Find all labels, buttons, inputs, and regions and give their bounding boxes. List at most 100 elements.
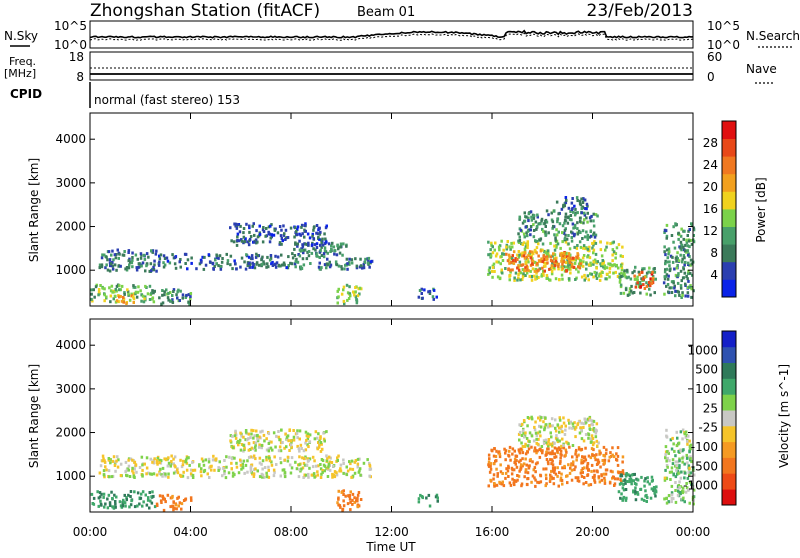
data-cell (677, 231, 680, 235)
data-cell (495, 260, 498, 264)
colorbar-tick-label: 500 (695, 363, 718, 377)
data-cell (527, 464, 531, 468)
data-cell (231, 267, 234, 271)
data-cell (559, 452, 562, 456)
data-cell (103, 459, 106, 463)
data-cell (668, 269, 672, 273)
data-cell (576, 252, 579, 256)
data-cell (151, 297, 154, 301)
data-cell (536, 442, 540, 446)
data-cell (103, 287, 106, 291)
data-cell (558, 471, 561, 475)
data-cell (574, 476, 578, 480)
nsearch-bottom-tick: 10^0 (707, 38, 740, 52)
data-cell (523, 247, 527, 251)
data-cell (127, 468, 130, 472)
data-cell (286, 266, 290, 270)
data-cell (255, 229, 258, 233)
data-cell (667, 247, 671, 251)
data-cell (493, 248, 496, 252)
data-cell (595, 266, 598, 270)
data-cell (100, 256, 104, 260)
colorbar-swatch (722, 425, 736, 443)
data-cell (208, 476, 211, 479)
colorbar-swatch (722, 279, 736, 298)
data-cell (240, 238, 243, 242)
data-cell (529, 210, 533, 214)
data-cell (665, 434, 668, 438)
data-cell (536, 213, 539, 217)
data-cell (570, 201, 574, 205)
data-cell (238, 230, 242, 234)
data-cell (522, 419, 526, 422)
data-cell (603, 476, 606, 480)
data-cell (320, 458, 324, 461)
data-cell (487, 460, 491, 464)
data-cell (100, 263, 104, 267)
data-cell (653, 291, 656, 295)
data-cell (278, 264, 281, 268)
data-cell (128, 505, 131, 509)
data-cell (504, 451, 507, 455)
data-cell (487, 240, 490, 244)
data-cell (555, 228, 558, 232)
data-cell (267, 475, 271, 479)
data-cell (534, 267, 537, 271)
data-cell (309, 262, 312, 265)
data-cell (692, 240, 696, 244)
data-cell (583, 417, 586, 421)
data-cell (535, 246, 539, 250)
data-cell (133, 490, 136, 494)
data-cell (189, 292, 193, 295)
data-cell (527, 260, 530, 264)
data-cell (223, 469, 226, 473)
nsky-label: N.Sky (4, 29, 38, 43)
data-cell (185, 456, 189, 460)
data-cell (686, 234, 689, 237)
data-cell (586, 211, 589, 215)
data-cell (563, 255, 566, 259)
data-cell (359, 473, 362, 477)
data-cell (530, 274, 533, 278)
data-cell (638, 283, 641, 286)
data-cell (618, 278, 622, 282)
data-cell (664, 456, 667, 460)
data-cell (152, 300, 156, 304)
data-cell (673, 286, 676, 290)
data-cell (282, 233, 286, 237)
data-cell (301, 257, 305, 261)
data-cell (102, 457, 105, 461)
data-cell (214, 258, 217, 262)
data-cell (110, 284, 114, 288)
data-cell (268, 240, 272, 244)
data-cell (569, 271, 572, 275)
data-cell (268, 456, 271, 460)
data-cell (258, 232, 262, 236)
data-cell (648, 266, 651, 270)
colorbar-swatch (722, 394, 736, 411)
data-cell (137, 265, 140, 269)
data-cell (345, 473, 349, 477)
data-cell (539, 418, 542, 422)
data-cell (622, 472, 625, 475)
data-cell (318, 443, 321, 447)
data-cell (158, 254, 161, 258)
data-cell (621, 455, 625, 459)
data-cell (517, 273, 520, 277)
data-cell (109, 300, 112, 304)
data-cell (318, 226, 321, 230)
data-cell (130, 292, 133, 296)
data-cell (559, 478, 562, 482)
data-cell (521, 275, 525, 279)
data-cell (339, 469, 343, 473)
data-cell (355, 301, 359, 305)
data-cell (322, 252, 326, 256)
data-cell (240, 256, 244, 260)
data-cell (578, 431, 582, 435)
data-cell (327, 455, 331, 459)
data-cell (311, 234, 314, 238)
data-cell (590, 447, 594, 451)
data-cell (691, 273, 694, 277)
data-cell (515, 454, 519, 458)
data-cell (202, 267, 206, 271)
